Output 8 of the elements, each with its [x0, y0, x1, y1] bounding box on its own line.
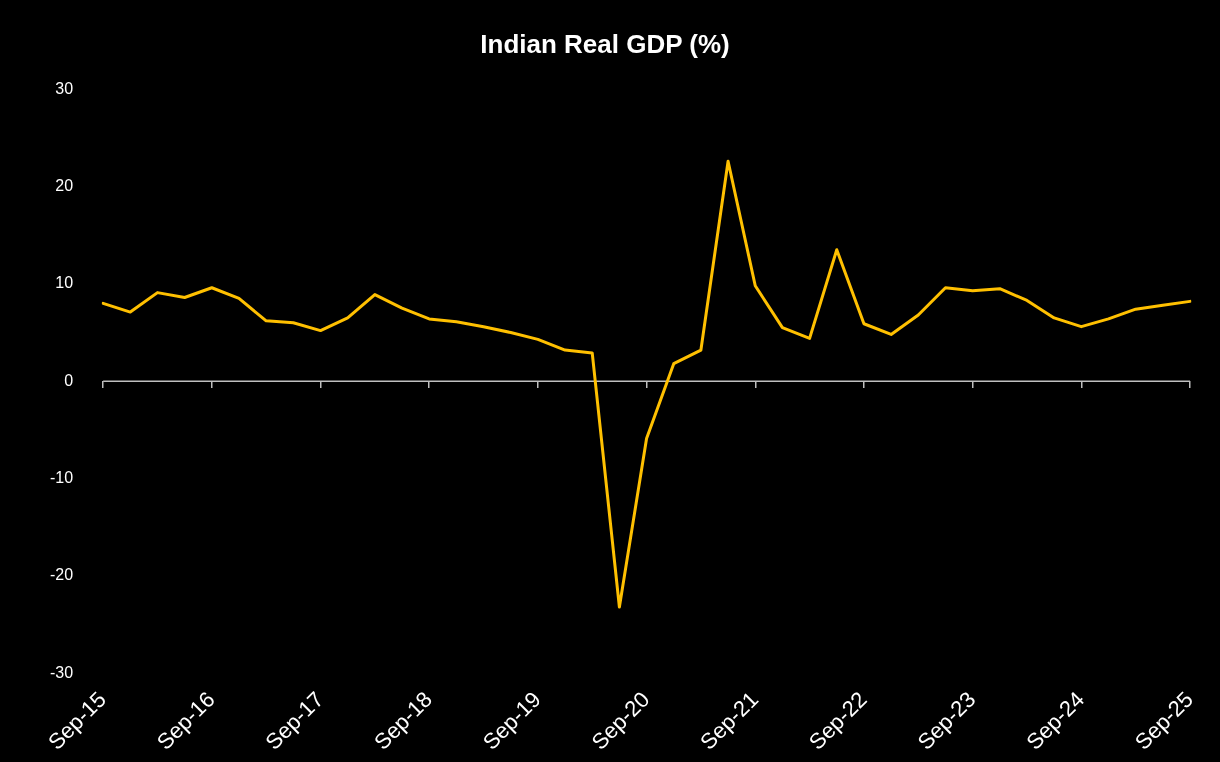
chart-title: Indian Real GDP (%): [480, 28, 730, 59]
y-tick-label: -20: [50, 566, 74, 584]
y-tick-label: 0: [64, 371, 74, 389]
y-tick-label: 20: [55, 176, 74, 194]
y-tick-label: 10: [55, 274, 74, 292]
y-tick-label: 30: [55, 79, 74, 97]
y-tick-label: -30: [50, 663, 74, 681]
y-tick-label: -10: [50, 468, 74, 486]
